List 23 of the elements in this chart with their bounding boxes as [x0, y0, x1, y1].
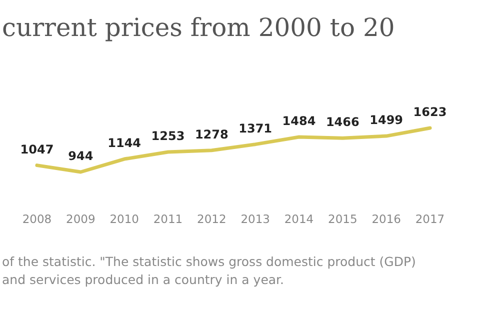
text: of the statistic. "The statistic shows gross domestic product (GDP)	[2, 254, 416, 269]
data-label: 1499	[370, 113, 404, 128]
x-tick-label: 2009	[66, 212, 96, 226]
x-tick-label: 2010	[110, 212, 139, 226]
data-label: 944	[68, 149, 94, 163]
x-tick-label: 2014	[284, 212, 314, 226]
x-tick-label: 2012	[197, 212, 226, 226]
data-label: 1466	[326, 115, 360, 130]
x-tick-label: 2015	[328, 212, 358, 226]
chart-title: current prices from 2000 to 20	[2, 13, 395, 42]
data-label: 1047	[20, 142, 54, 156]
data-label: 1144	[108, 136, 142, 150]
x-tick-label: 2013	[240, 212, 270, 226]
data-label: 1623	[413, 105, 447, 119]
x-tick-label: 2011	[153, 212, 183, 226]
data-label: 1253	[151, 128, 185, 143]
data-label: 1371	[238, 121, 272, 136]
x-tick-label: 2016	[372, 212, 401, 226]
data-label: 1278	[194, 127, 228, 142]
text: and services produced in a country in a year.	[2, 272, 284, 287]
x-tick-label: 2008	[22, 212, 52, 226]
x-tick-label: 2017	[415, 212, 445, 226]
data-label: 1484	[282, 114, 316, 128]
